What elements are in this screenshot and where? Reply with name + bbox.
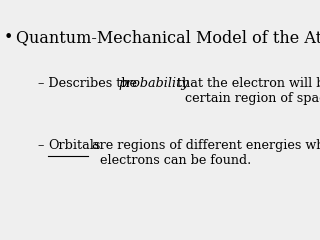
Text: Quantum-Mechanical Model of the Atom: Quantum-Mechanical Model of the Atom: [16, 29, 320, 46]
Text: that the electron will be in a
   certain region of space at a given instant.: that the electron will be in a certain r…: [173, 77, 320, 105]
Text: – Describes the: – Describes the: [38, 77, 141, 90]
Text: are regions of different energies where the
   electrons can be found.: are regions of different energies where …: [88, 139, 320, 167]
Text: •: •: [3, 29, 12, 46]
Text: probability: probability: [118, 77, 189, 90]
Text: –: –: [38, 139, 49, 152]
Text: Orbitals: Orbitals: [48, 139, 101, 152]
